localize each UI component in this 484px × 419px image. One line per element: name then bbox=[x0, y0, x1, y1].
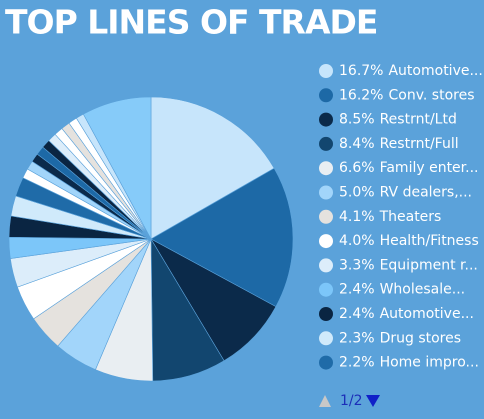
legend-category: Restrnt/Full bbox=[380, 136, 459, 152]
legend-label: 4.1% Theaters bbox=[339, 209, 441, 225]
legend-label: 2.3% Drug stores bbox=[339, 330, 461, 346]
legend-swatch bbox=[319, 209, 333, 224]
legend-value: 4.0% bbox=[339, 233, 375, 249]
legend-value: 16.2% bbox=[339, 87, 383, 103]
legend-label: 5.0% RV dealers,... bbox=[339, 185, 472, 201]
legend-next[interactable] bbox=[366, 395, 380, 407]
legend-label: 6.6% Family enter... bbox=[339, 160, 479, 176]
legend-page: 1/2 bbox=[340, 393, 363, 409]
pie-slice bbox=[150, 167, 294, 308]
legend-value: 6.6% bbox=[339, 160, 375, 176]
legend-category: Theaters bbox=[379, 209, 442, 225]
legend: 16.7% Automotive... 16.2% Conv. stores 8.5% R… bbox=[319, 63, 483, 371]
legend-swatch bbox=[319, 355, 333, 370]
legend-category: Equipment r... bbox=[380, 257, 478, 273]
legend-category: Health/Fitness bbox=[380, 233, 479, 249]
legend-category: RV dealers,... bbox=[380, 185, 472, 201]
legend-label: 3.3% Equipment r... bbox=[339, 257, 478, 273]
legend-value: 3.3% bbox=[339, 257, 375, 273]
legend-value: 2.4% bbox=[339, 306, 375, 322]
legend-label: 8.4% Restrnt/Full bbox=[339, 136, 459, 152]
pie bbox=[8, 96, 294, 382]
legend-value: 4.1% bbox=[339, 209, 375, 225]
legend-swatch bbox=[319, 258, 333, 273]
legend-category: Conv. stores bbox=[388, 87, 474, 103]
legend-label: 2.2% Home impro... bbox=[339, 355, 479, 371]
legend-value: 2.3% bbox=[339, 330, 375, 346]
legend-category: Family enter... bbox=[380, 160, 479, 176]
legend-label: 2.4% Automotive... bbox=[339, 306, 474, 322]
legend-category: Home impro... bbox=[380, 355, 479, 371]
legend-swatch bbox=[319, 88, 333, 103]
legend-value: 8.4% bbox=[339, 136, 375, 152]
legend-category: Automotive... bbox=[388, 63, 482, 79]
legend-swatch bbox=[319, 136, 333, 151]
legend-swatch bbox=[319, 331, 333, 346]
pie-slice bbox=[82, 96, 152, 240]
legend-value: 2.2% bbox=[339, 355, 375, 371]
legend-value: 8.5% bbox=[339, 112, 375, 128]
pie-slice bbox=[150, 96, 275, 240]
legend-category: Drug stores bbox=[380, 330, 461, 346]
legend-value: 16.7% bbox=[339, 63, 383, 79]
legend-swatch bbox=[319, 64, 333, 78]
legend-label: 16.7% Automotive... bbox=[339, 63, 483, 79]
legend-category: Automotive... bbox=[380, 306, 474, 322]
legend-swatch bbox=[319, 307, 333, 321]
legend-swatch bbox=[319, 234, 333, 249]
legend-swatch bbox=[319, 112, 333, 127]
legend-swatch bbox=[319, 161, 333, 176]
chart-title: TOP LINES OF TRADE bbox=[5, 3, 377, 42]
legend-label: 16.2% Conv. stores bbox=[339, 87, 475, 103]
legend-value: 2.4% bbox=[339, 282, 375, 298]
legend-label: 2.4% Wholesale... bbox=[339, 282, 465, 298]
legend-swatch bbox=[319, 185, 333, 200]
legend-swatch bbox=[319, 282, 333, 297]
legend-category: Wholesale... bbox=[380, 282, 466, 298]
legend-label: 8.5% Restrnt/Ltd bbox=[339, 112, 457, 128]
legend-value: 5.0% bbox=[339, 185, 375, 201]
legend-prev[interactable] bbox=[319, 395, 331, 407]
legend-category: Restrnt/Ltd bbox=[380, 112, 457, 128]
legend-label: 4.0% Health/Fitness bbox=[339, 233, 479, 249]
